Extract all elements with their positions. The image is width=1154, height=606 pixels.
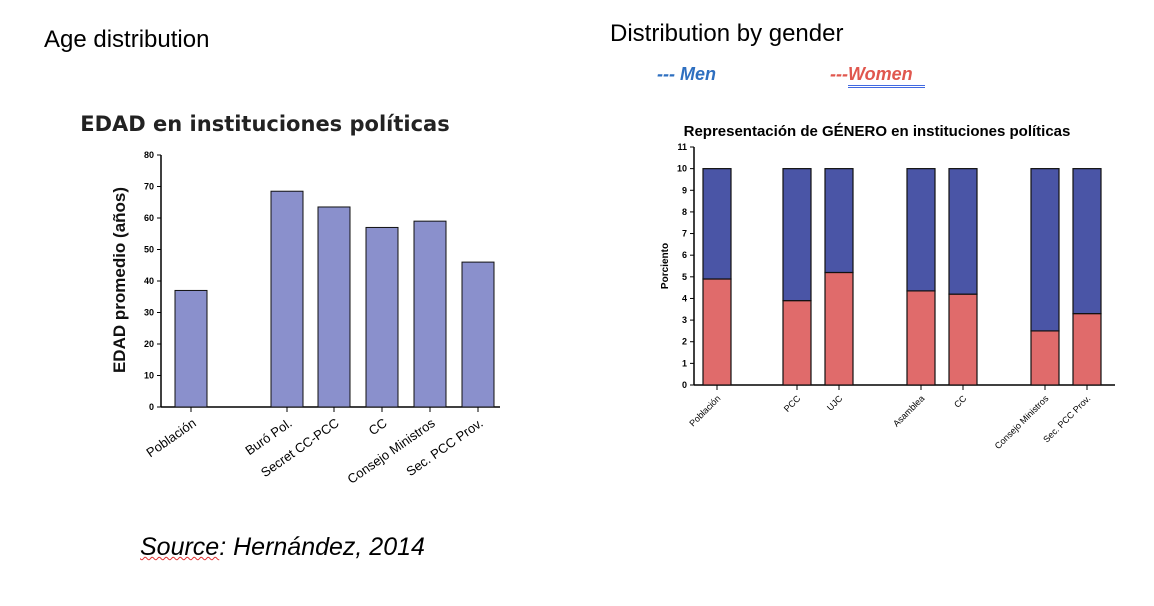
age-chart-ylabel: EDAD promedio (años) xyxy=(110,187,129,373)
gender-y-tick-label: 10 xyxy=(677,164,687,174)
gender-distribution-heading: Distribution by gender xyxy=(610,20,844,47)
gender-x-tick-label: Asamblea xyxy=(891,393,926,428)
age-y-tick-label: 60 xyxy=(144,213,154,223)
legend-women: ---Women xyxy=(830,64,925,88)
source-citation: Source: Hernández, 2014 xyxy=(140,533,425,562)
gender-x-tick-label: UJC xyxy=(825,393,845,413)
age-y-tick-label: 50 xyxy=(144,245,154,255)
gender-y-tick-label: 11 xyxy=(677,142,687,152)
gender-bar-women xyxy=(906,290,936,386)
gender-bar-women xyxy=(1072,313,1102,386)
gender-bar-men xyxy=(1072,168,1102,315)
age-bar xyxy=(270,190,304,408)
legend-women-label: Women xyxy=(847,64,925,88)
gender-bar-women xyxy=(948,293,978,386)
gender-y-tick-label: 3 xyxy=(682,315,687,325)
age-y-tick-label: 40 xyxy=(144,276,154,286)
gender-y-tick-label: 4 xyxy=(682,293,687,303)
gender-y-tick-label: 2 xyxy=(682,337,687,347)
age-y-tick-label: 10 xyxy=(144,371,154,381)
gender-y-tick-label: 6 xyxy=(682,250,687,260)
gender-x-tick-label: Consejo Ministros xyxy=(993,393,1051,451)
age-bar xyxy=(317,206,351,408)
legend-men: --- Men xyxy=(657,64,716,84)
gender-y-tick-label: 5 xyxy=(682,272,687,282)
age-chart-title: EDAD en instituciones políticas xyxy=(80,112,449,136)
age-bar xyxy=(174,289,208,408)
source-prefix: Source xyxy=(140,533,220,561)
gender-x-tick-label: CC xyxy=(952,393,969,410)
age-bar xyxy=(413,220,447,408)
age-y-tick-label: 80 xyxy=(144,150,154,160)
gender-chart-title: Representación de GÉNERO en institucione… xyxy=(684,123,1071,140)
age-bar xyxy=(461,261,495,408)
age-y-tick-label: 20 xyxy=(144,339,154,349)
gender-x-tick-label: PCC xyxy=(782,393,803,414)
gender-bar-women xyxy=(1030,330,1060,386)
gender-x-tick-label: Población xyxy=(687,393,722,428)
gender-bar-men xyxy=(702,168,732,280)
age-y-tick-label: 70 xyxy=(144,182,154,192)
gender-y-tick-label: 0 xyxy=(682,380,687,390)
gender-bar-men xyxy=(948,168,978,295)
age-distribution-heading: Age distribution xyxy=(44,26,210,53)
gender-y-tick-label: 7 xyxy=(682,229,687,239)
gender-bar-men xyxy=(824,168,854,274)
gender-y-tick-label: 8 xyxy=(682,207,687,217)
gender-bar-women xyxy=(702,278,732,386)
source-text: : Hernández, 2014 xyxy=(219,533,425,561)
age-y-tick-label: 30 xyxy=(144,308,154,318)
gender-chart-ylabel: Porciento xyxy=(660,243,671,289)
legend-women-dashes: --- xyxy=(830,64,848,84)
gender-bar-men xyxy=(906,168,936,292)
gender-y-tick-label: 1 xyxy=(682,358,687,368)
gender-y-tick-label: 9 xyxy=(682,185,687,195)
gender-bar-women xyxy=(782,300,812,386)
gender-bar-men xyxy=(1030,168,1060,332)
age-y-tick-label: 0 xyxy=(149,402,154,412)
gender-bar-women xyxy=(824,271,854,386)
gender-bar-men xyxy=(782,168,812,302)
